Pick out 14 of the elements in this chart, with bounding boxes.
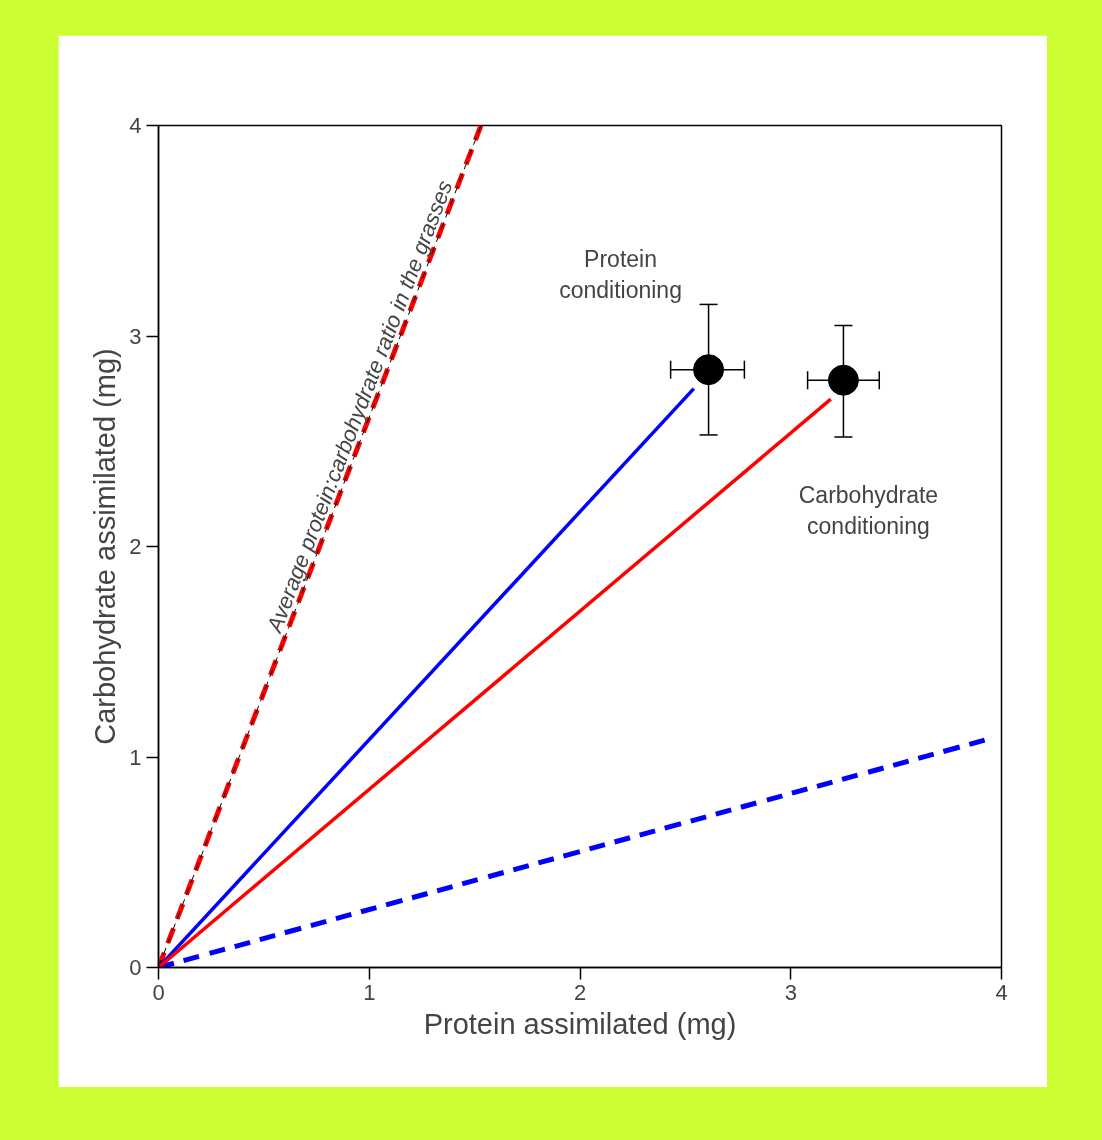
y-tick-label: 4: [129, 113, 142, 138]
annotation: Protein conditioning: [559, 246, 682, 304]
x-axis-title: Protein assimilated (mg): [423, 1007, 737, 1040]
y-tick-label: 2: [129, 534, 142, 559]
x-tick-label: 3: [784, 979, 797, 1005]
x-tick-label: 4: [995, 979, 1008, 1005]
x-tick-label: 2: [573, 979, 587, 1005]
x-tick-label: 1: [363, 979, 376, 1005]
y-tick-label: 1: [129, 744, 142, 770]
annotation: Carbohydrate conditioning: [798, 481, 939, 539]
y-tick-label: 3: [129, 323, 142, 349]
y-tick-label: 0: [129, 955, 142, 980]
x-tick-label: 0: [152, 979, 165, 1005]
y-axis-title: Carbohydrate assimilated (mg): [89, 348, 122, 745]
